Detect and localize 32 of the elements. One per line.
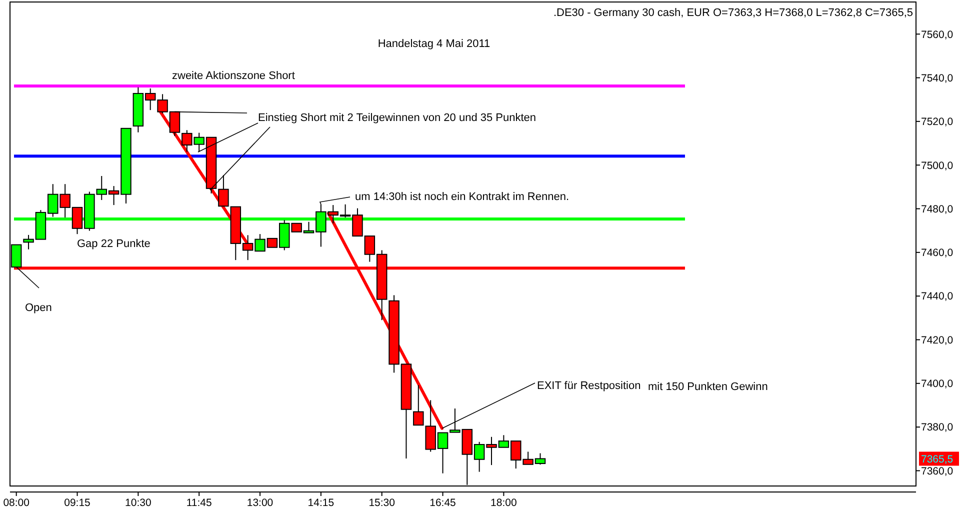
x-tick-label: 11:45 <box>186 497 212 509</box>
annotation: EXIT für Restposition <box>537 380 641 392</box>
y-tick-label: 7540,0 <box>921 72 954 84</box>
text: .DE30 - Germany 30 cash, EUR O=7363,3 H=7368,0 L=7362,8 C=7365,5 <box>553 7 913 19</box>
annotation: um 14:30h ist noch ein Kontrakt im Rennen. <box>355 191 570 203</box>
y-tick-label: 7360,0 <box>921 465 954 478</box>
candlestick <box>218 174 229 207</box>
candlestick <box>413 384 424 426</box>
y-tick-label: 7560,0 <box>921 28 954 41</box>
y-tick-label: 7480,0 <box>921 203 954 216</box>
annotation: zweite Aktionszone Short <box>172 70 295 82</box>
y-tick-label: 7400,0 <box>921 378 954 390</box>
y-tick-label: 7520,0 <box>921 116 954 128</box>
y-tick-label: 7460,0 <box>921 247 954 260</box>
annotation: Gap 22 Punkte <box>77 238 150 250</box>
y-tick-label: 7440,0 <box>921 290 954 303</box>
annotation: 7365,5 <box>921 453 954 466</box>
x-tick-label: 08:00 <box>3 497 30 509</box>
x-tick-label: 18:00 <box>490 497 517 509</box>
x-tick-label: 10:30 <box>125 497 152 509</box>
x-tick-label: 14:15 <box>308 497 334 509</box>
annotation: mit 150 Punkten Gewinn <box>648 381 768 393</box>
y-tick-label: 7380,0 <box>921 422 954 434</box>
y-tick-label: 7420,0 <box>921 334 954 346</box>
x-tick-label: 13:00 <box>246 497 274 509</box>
x-tick-label: 16:45 <box>430 497 456 509</box>
x-tick-label: 15:30 <box>368 497 396 509</box>
annotation: Open <box>25 302 52 314</box>
annotation: Einstieg Short mit 2 Teilgewinnen von 20 und 35 Punkten <box>258 112 536 124</box>
x-tick-label: 09:15 <box>64 497 91 509</box>
y-tick-label: 7500,0 <box>921 160 954 172</box>
text: Handelstag 4 Mai 2011 <box>378 38 490 50</box>
